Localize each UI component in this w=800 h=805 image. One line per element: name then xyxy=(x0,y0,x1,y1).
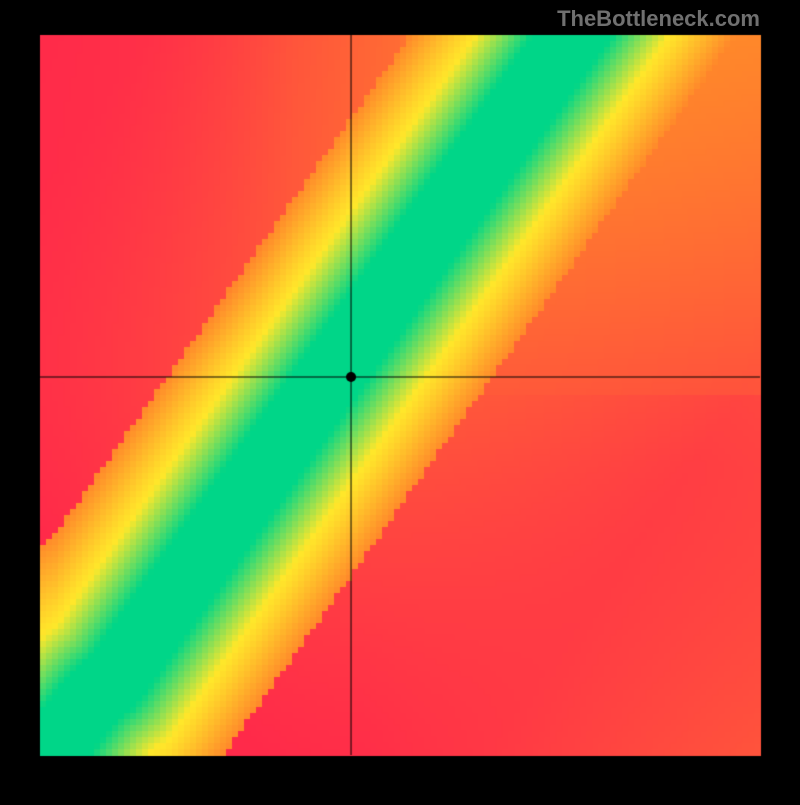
watermark-text: TheBottleneck.com xyxy=(557,6,760,32)
chart-container: TheBottleneck.com xyxy=(0,0,800,800)
heatmap-canvas xyxy=(0,0,800,800)
